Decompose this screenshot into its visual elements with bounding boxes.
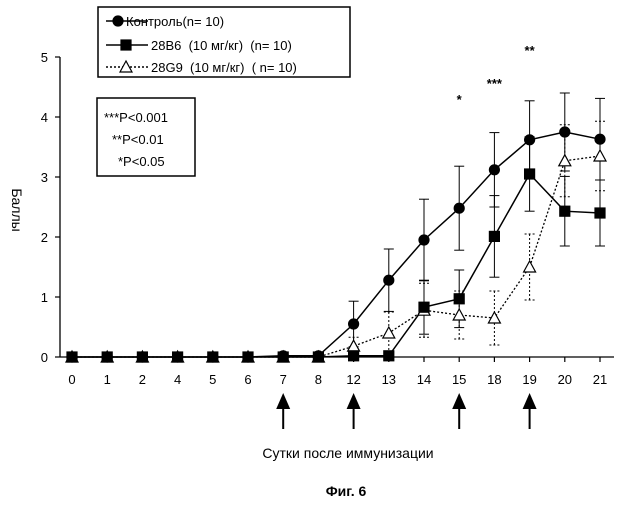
data-point: [488, 230, 500, 242]
x-tick-label: 0: [68, 372, 75, 387]
legend-marker: [120, 39, 132, 51]
legend-marker: [118, 59, 134, 73]
x-axis-title: Сутки после иммунизации: [262, 445, 433, 461]
data-point: [312, 350, 324, 362]
data-point: [418, 301, 430, 313]
immunization-arrow-head: [452, 393, 467, 409]
data-point: [487, 310, 502, 324]
data-point: [348, 318, 360, 330]
significance-mark: ***: [487, 76, 503, 91]
y-tick-label: 5: [41, 50, 48, 65]
x-tick-label: 4: [174, 372, 181, 387]
legend-label: Контроль(n= 10): [126, 14, 224, 29]
data-point: [418, 234, 430, 246]
data-point: [172, 351, 184, 363]
legend-label: 28G9 (10 мг/кг) ( n= 10): [151, 60, 297, 75]
data-point: [453, 293, 465, 305]
x-tick-label: 21: [593, 372, 607, 387]
legend-box: [97, 6, 351, 78]
legend-label: 28B6 (10 мг/кг) (n= 10): [151, 38, 292, 53]
data-point: [559, 126, 571, 138]
data-point: [383, 274, 395, 286]
pvalue-line-3: *P<0.05: [118, 154, 165, 169]
x-tick-label: 14: [417, 372, 431, 387]
data-point: [453, 202, 465, 214]
data-point: [594, 133, 606, 145]
data-point: [381, 325, 396, 339]
data-point: [101, 351, 113, 363]
x-tick-label: 12: [346, 372, 360, 387]
pvalue-line-1: ***P<0.001: [104, 110, 168, 125]
data-point: [557, 153, 572, 167]
data-point: [348, 350, 360, 362]
significance-mark: *: [457, 92, 463, 107]
x-tick-label: 2: [139, 372, 146, 387]
x-tick-label: 13: [382, 372, 396, 387]
x-tick-label: 6: [244, 372, 251, 387]
series-line: [72, 155, 601, 358]
pvalue-box: ***P<0.001 **P<0.01 *P<0.05: [96, 97, 196, 177]
y-tick-label: 2: [41, 230, 48, 245]
x-tick-label: 5: [209, 372, 216, 387]
immunization-arrow-head: [346, 393, 361, 409]
data-point: [523, 134, 536, 146]
data-point: [488, 164, 500, 176]
y-tick-label: 3: [41, 170, 48, 185]
data-point: [136, 351, 148, 363]
legend: Контроль(n= 10) 28B6 (10 мг/кг) (n= 10) 28…: [97, 6, 351, 78]
x-tick-label: 18: [487, 372, 501, 387]
data-point: [523, 168, 536, 180]
x-tick-label: 15: [452, 372, 466, 387]
y-tick-label: 4: [41, 110, 48, 125]
data-point: [66, 351, 78, 363]
legend-marker: [112, 15, 124, 27]
x-tick-label: 7: [280, 372, 287, 387]
x-tick-label: 20: [558, 372, 572, 387]
data-point: [452, 307, 467, 321]
y-tick-label: 1: [41, 290, 48, 305]
y-tick-label: 0: [41, 350, 48, 365]
data-point: [522, 259, 537, 273]
data-point: [383, 350, 395, 362]
data-point: [277, 350, 289, 362]
data-point: [592, 148, 608, 162]
immunization-arrow-head: [276, 393, 291, 409]
data-point: [559, 205, 571, 217]
data-point: [594, 207, 606, 219]
pvalue-box-frame: [96, 97, 196, 177]
x-tick-label: 19: [522, 372, 536, 387]
y-axis-title: Баллы: [9, 188, 25, 231]
pvalue-line-2: **P<0.01: [112, 132, 164, 147]
data-point: [207, 351, 219, 363]
immunization-arrow-head: [522, 393, 537, 409]
figure-caption: Фиг. 6: [326, 483, 367, 499]
x-tick-label: 8: [315, 372, 322, 387]
data-point: [242, 351, 254, 363]
significance-mark: **: [525, 43, 536, 58]
x-tick-label: 1: [104, 372, 111, 387]
